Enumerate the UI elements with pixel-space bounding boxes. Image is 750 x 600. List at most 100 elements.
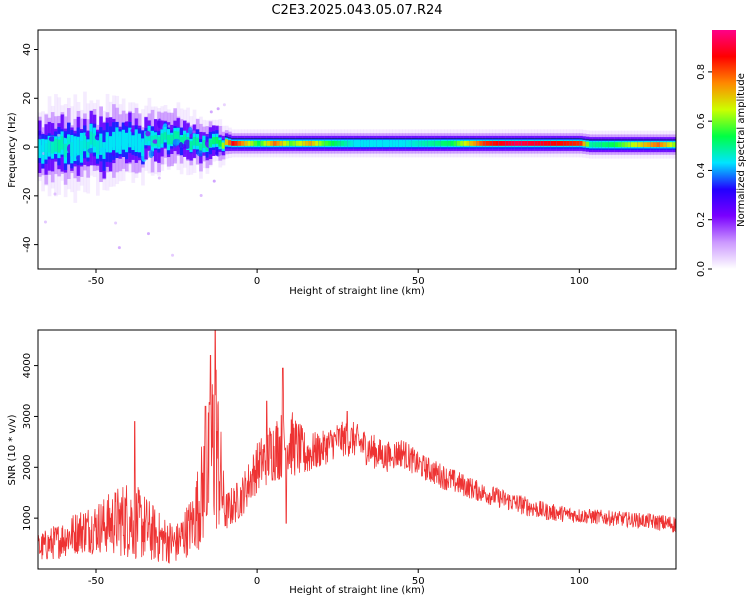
heatmap-cell: [624, 142, 629, 148]
snr-y-ticks: 1000 2000 3000 4000: [22, 353, 38, 531]
heatmap-cell: [160, 133, 165, 144]
heatmap-cell: [137, 137, 142, 149]
heatmap-cell: [215, 136, 219, 144]
heatmap-cell: [163, 129, 168, 140]
heatmap-cell: [395, 140, 400, 146]
heatmap-cell: [183, 134, 187, 144]
heatmap-cell: [212, 137, 216, 145]
heatmap-cell: [224, 139, 229, 146]
heatmap-cell: [196, 150, 205, 157]
heatmap-cell: [621, 142, 625, 148]
heatmap-cell: [473, 140, 477, 146]
heatmap-cell: [598, 142, 603, 148]
heatmap-cell: [379, 140, 384, 146]
heatmap-cell: [70, 142, 74, 157]
heatmap-cell: [144, 132, 149, 144]
heatmap-cell: [99, 147, 107, 154]
heatmap-cell: [115, 133, 120, 147]
heatmap-cell: [608, 142, 613, 148]
heatmap-cell: [360, 140, 364, 146]
heatmap-cell: [421, 140, 426, 146]
heatmap-cell: [614, 142, 619, 148]
heatmap-cell: [366, 140, 371, 146]
heatmap-cell: [282, 140, 287, 146]
heatmap-cell: [460, 140, 464, 146]
heatmap-cell: [447, 140, 451, 146]
spectrogram-frame: [37, 29, 677, 270]
heatmap-cell: [398, 140, 403, 146]
heatmap-cell: [260, 140, 265, 146]
heatmap-cell: [373, 140, 377, 146]
heatmap-cell: [489, 140, 493, 146]
heatmap-cell: [427, 140, 432, 146]
heatmap-cell: [605, 142, 609, 148]
heatmap-cell: [672, 142, 676, 148]
heatmap-cell: [444, 140, 448, 146]
heatmap-cell: [292, 140, 297, 146]
heatmap-cell: [424, 140, 429, 146]
heatmap-cell: [376, 140, 381, 146]
heatmap-cell: [121, 133, 126, 146]
heatmap-cell: [618, 142, 622, 148]
heatmap-cell: [60, 136, 65, 150]
heatmap-cell: [216, 107, 220, 111]
y-tick-label: 1000: [22, 505, 33, 530]
heatmap-cell: [146, 232, 150, 236]
snr-y-label: SNR (10 * v/v): [7, 414, 18, 485]
heatmap-cell: [495, 140, 500, 146]
heatmap-cell: [170, 134, 174, 145]
heatmap-cell: [405, 140, 410, 146]
heatmap-cell: [311, 140, 316, 146]
heatmap-cell: [334, 140, 339, 146]
heatmap-cell: [128, 131, 132, 144]
heatmap-cell: [382, 140, 387, 146]
heatmap-cell: [415, 140, 419, 146]
colorbar-gradient: [712, 30, 736, 269]
heatmap-cell: [96, 141, 100, 155]
heatmap-cell: [99, 137, 103, 151]
heatmap-cell: [363, 140, 368, 146]
heatmap-cell: [305, 140, 310, 146]
heatmap-cell: [640, 142, 645, 148]
heatmap-cell: [73, 141, 78, 156]
heatmap-cell: [321, 140, 326, 146]
heatmap-cell: [42, 152, 46, 156]
heatmap-cell: [212, 179, 216, 183]
heatmap-cell: [279, 140, 284, 146]
heatmap-cell: [43, 220, 47, 224]
heatmap-cell: [167, 124, 171, 128]
heatmap-cell: [476, 140, 480, 146]
heatmap-cell: [666, 142, 671, 148]
heatmap-cell: [302, 140, 306, 146]
heatmap-cell: [353, 140, 358, 146]
heatmap-cell: [162, 123, 169, 133]
figure-title: C2E3.2025.043.05.07.R24: [271, 3, 442, 18]
heatmap-cell: [308, 140, 313, 146]
snr-frame: [37, 329, 677, 570]
heatmap-cell: [295, 140, 300, 146]
heatmap-cell: [466, 140, 471, 146]
x-tick-label: 50: [412, 276, 425, 287]
heatmap-cell: [47, 140, 52, 153]
heatmap-cell: [38, 140, 42, 153]
heatmap-cell: [222, 103, 226, 107]
heatmap-cell: [569, 140, 574, 146]
y-tick-label: 3000: [22, 404, 33, 429]
heatmap-cell: [550, 140, 555, 146]
heatmap-cell: [663, 142, 667, 148]
heatmap-cell: [534, 140, 538, 146]
heatmap-cell: [392, 140, 397, 146]
heatmap-cell: [270, 140, 274, 146]
y-tick-label: 4000: [22, 353, 33, 378]
y-tick-label: 0: [22, 144, 33, 150]
heatmap-cell: [105, 135, 110, 149]
heatmap-cell: [125, 136, 129, 149]
heatmap-cell: [576, 140, 580, 146]
heatmap-cell: [440, 140, 445, 146]
heatmap-cell: [402, 140, 406, 146]
colorbar-ticks: 0.0 0.2 0.4 0.6 0.8: [696, 64, 712, 277]
heatmap-cell: [537, 140, 542, 146]
y-tick-label: 2000: [22, 455, 33, 480]
heatmap-cell: [595, 142, 600, 148]
heatmap-cell: [234, 140, 239, 146]
